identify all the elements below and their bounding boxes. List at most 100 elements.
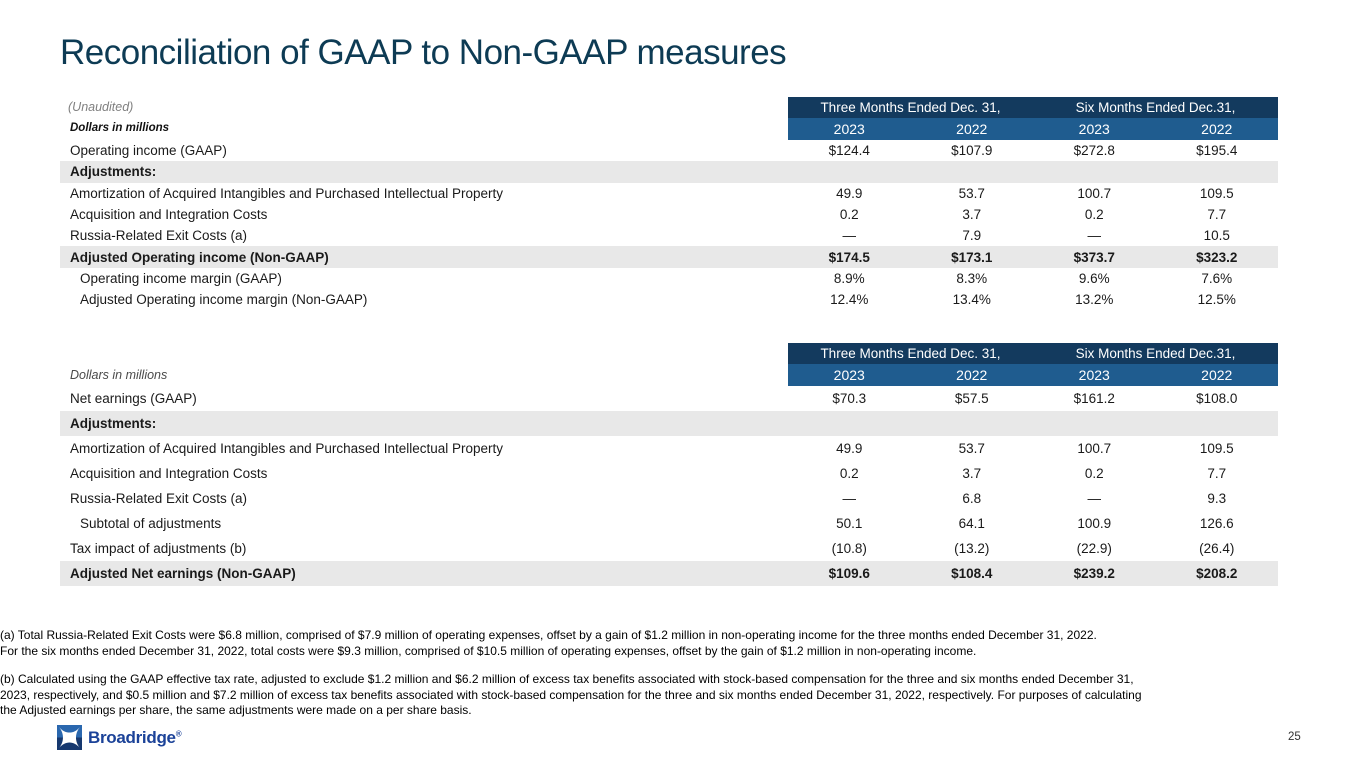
- table2-group-three-months: Three Months Ended Dec. 31,: [788, 343, 1033, 364]
- table1-year-col-3: 2023: [1033, 118, 1156, 140]
- row-value: 9.3: [1207, 491, 1227, 506]
- row-value: 6.8: [962, 491, 982, 506]
- row-value: $272.8: [1073, 143, 1115, 159]
- net-earnings-table: Three Months Ended Dec. 31, Six Months E…: [60, 343, 1278, 586]
- row-value: 126.6: [1199, 516, 1234, 531]
- table-row: Amortization of Acquired Intangibles and…: [60, 183, 1278, 204]
- row-value: 0.2: [1084, 207, 1104, 223]
- row-value: $109.6: [828, 566, 870, 581]
- row-label: Subtotal of adjustments: [80, 516, 222, 531]
- row-value: —: [842, 228, 857, 244]
- table1-year-header-row: Dollars in millions 2023 2022 2023 2022: [60, 118, 1278, 140]
- table-row: Russia-Related Exit Costs (a) — 7.9 — 10.5: [60, 225, 1278, 246]
- row-label: Adjusted Operating income margin (Non-GA…: [80, 292, 368, 308]
- row-label: Net earnings (GAAP): [70, 391, 197, 406]
- row-value: 8.3%: [956, 270, 988, 286]
- table1-group-header-row: (Unaudited) Three Months Ended Dec. 31, …: [60, 97, 1278, 118]
- table1-year-col-2: 2022: [910, 118, 1033, 140]
- row-value: $57.5: [954, 391, 989, 406]
- row-label: Operating income (GAAP): [70, 143, 227, 159]
- row-value: $323.2: [1196, 249, 1238, 265]
- table-row: Russia-Related Exit Costs (a) — 6.8 — 9.3: [60, 486, 1278, 511]
- row-value: 7.7: [1207, 207, 1227, 223]
- row-value: $70.3: [832, 391, 867, 406]
- row-value: 3.7: [962, 466, 982, 481]
- table-row: Operating income margin (GAAP) 8.9% 8.3% 9.…: [60, 268, 1278, 289]
- unaudited-note: (Unaudited): [68, 100, 134, 114]
- row-value: 109.5: [1199, 441, 1234, 456]
- table1-year-col-4: 2022: [1155, 118, 1278, 140]
- row-value: —: [1087, 491, 1102, 506]
- row-value: 53.7: [958, 441, 985, 456]
- footnote-line: For the six months ended December 31, 20…: [0, 643, 977, 658]
- dollars-in-millions-label: Dollars in millions: [70, 122, 170, 134]
- row-value: $174.5: [828, 249, 870, 265]
- table-row: Adjustments:: [60, 161, 1278, 183]
- row-label: Acquisition and Integration Costs: [70, 207, 268, 223]
- table2-dollars-cell: Dollars in millions: [60, 364, 788, 386]
- table-row: Operating income (GAAP) $124.4 $107.9 $272.…: [60, 140, 1278, 161]
- row-label: Amortization of Acquired Intangibles and…: [70, 441, 504, 456]
- table-row: Subtotal of adjustments 50.1 64.1 100.9 126.…: [60, 511, 1278, 536]
- dollars-in-millions-label: Dollars in millions: [70, 368, 168, 382]
- row-value: $161.2: [1073, 391, 1115, 406]
- page-number: 25: [1288, 731, 1301, 743]
- row-label: Adjustments:: [70, 416, 157, 431]
- table2-header-label-cell: [60, 343, 788, 364]
- table2-year-col-3: 2023: [1033, 364, 1156, 386]
- row-value: 7.7: [1207, 466, 1227, 481]
- row-value: 100.9: [1077, 516, 1112, 531]
- row-value: 100.7: [1077, 441, 1112, 456]
- table1-group-three-months: Three Months Ended Dec. 31,: [788, 97, 1033, 118]
- row-label: Adjusted Net earnings (Non-GAAP): [70, 566, 296, 581]
- row-value: 13.4%: [952, 292, 991, 308]
- table1-dollars-cell: Dollars in millions: [60, 118, 788, 140]
- row-value: $107.9: [951, 143, 993, 159]
- table-row: Adjusted Net earnings (Non-GAAP) $109.6 $1…: [60, 561, 1278, 586]
- row-value: 64.1: [958, 516, 985, 531]
- table1-group-six-months: Six Months Ended Dec.31,: [1033, 97, 1278, 118]
- table-row: Amortization of Acquired Intangibles and…: [60, 436, 1278, 461]
- row-value: $208.2: [1196, 566, 1238, 581]
- broadridge-logo-icon: [57, 725, 82, 750]
- row-value: —: [1087, 228, 1102, 244]
- row-label: Tax impact of adjustments (b): [70, 541, 247, 556]
- table-row: Adjustments:: [60, 411, 1278, 436]
- table1-header-label-cell: (Unaudited): [60, 97, 788, 118]
- row-value: $239.2: [1073, 566, 1115, 581]
- row-value: $124.4: [828, 143, 870, 159]
- row-value: 12.4%: [830, 292, 869, 308]
- row-value: $373.7: [1073, 249, 1115, 265]
- row-value: 12.5%: [1197, 292, 1236, 308]
- operating-income-table: (Unaudited) Three Months Ended Dec. 31, …: [60, 97, 1278, 310]
- footnote-b: (b) Calculated using the GAAP effective …: [0, 672, 1365, 719]
- table-row: Adjusted Operating income (Non-GAAP) $174…: [60, 246, 1278, 268]
- footnote-line: 2023, respectively, and $0.5 million and…: [0, 687, 1142, 702]
- row-value: 3.7: [962, 207, 982, 223]
- footnote-a: (a) Total Russia-Related Exit Costs were…: [0, 628, 1365, 659]
- row-value: 109.5: [1199, 185, 1234, 201]
- table-row: Net earnings (GAAP) $70.3 $57.5 $161.2 $108.…: [60, 386, 1278, 411]
- row-value: 8.9%: [833, 270, 865, 286]
- row-value: 50.1: [836, 516, 863, 531]
- row-label: Amortization of Acquired Intangibles and…: [70, 185, 504, 201]
- row-value: 0.2: [1084, 466, 1104, 481]
- table2-body: Net earnings (GAAP) $70.3 $57.5 $161.2 $108.…: [60, 386, 1278, 586]
- table2-group-six-months: Six Months Ended Dec.31,: [1033, 343, 1278, 364]
- row-value: (22.9): [1076, 541, 1112, 556]
- table2-group-header-row: Three Months Ended Dec. 31, Six Months E…: [60, 343, 1278, 364]
- row-value: 0.2: [839, 466, 859, 481]
- broadridge-logo-text: Broadridge®: [88, 727, 182, 747]
- row-value: $173.1: [951, 249, 993, 265]
- row-label: Operating income margin (GAAP): [80, 270, 282, 286]
- row-value: $108.0: [1196, 391, 1238, 406]
- row-value: $195.4: [1196, 143, 1238, 159]
- registered-mark: ®: [175, 728, 182, 738]
- table-row: Acquisition and Integration Costs 0.2 3.7 0…: [60, 204, 1278, 225]
- row-label: Adjustments:: [70, 164, 157, 180]
- footnote-line: (a) Total Russia-Related Exit Costs were…: [0, 628, 1097, 642]
- row-value: 13.2%: [1075, 292, 1114, 308]
- page-title: Reconciliation of GAAP to Non-GAAP measu…: [60, 33, 787, 72]
- row-value: (26.4): [1199, 541, 1235, 556]
